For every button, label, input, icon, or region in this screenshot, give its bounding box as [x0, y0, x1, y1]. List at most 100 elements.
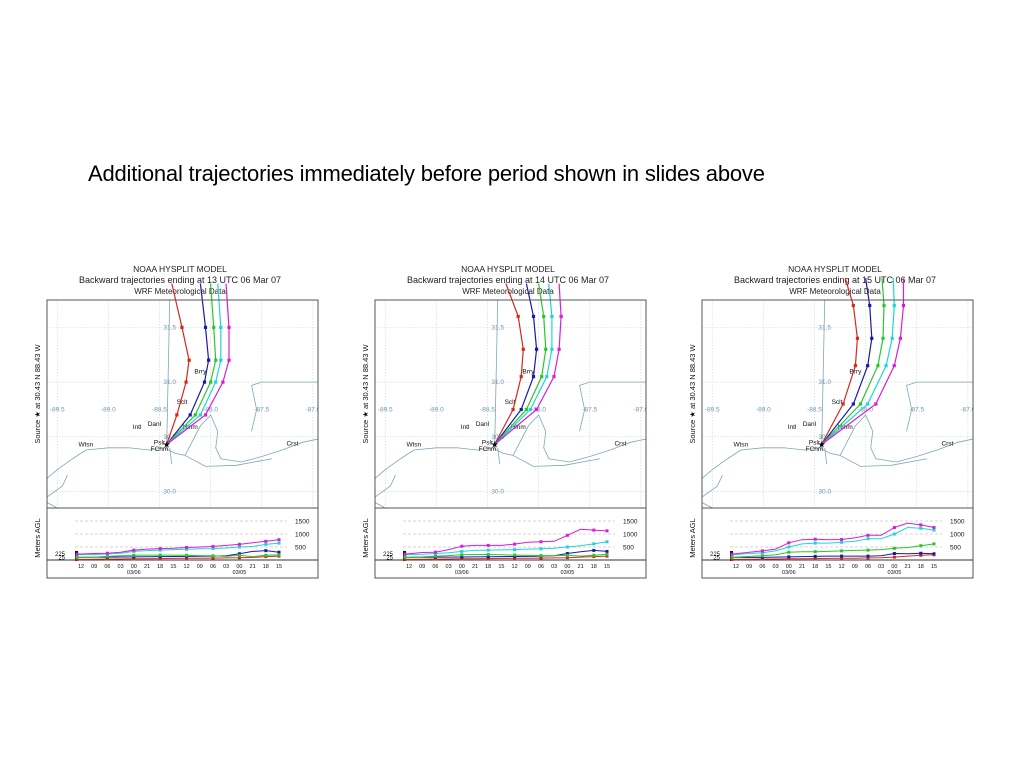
altitude-line-red — [76, 555, 280, 560]
trajectory-marker-blue — [870, 336, 874, 340]
station-label: FChm — [151, 446, 169, 453]
altitude-marker-blue — [237, 552, 241, 556]
altitude-marker-cyan — [237, 545, 241, 549]
altitude-marker-red — [403, 557, 407, 561]
time-tick-label: 09 — [746, 564, 752, 570]
altitude-marker-green — [460, 553, 464, 557]
trajectory-panel-13utc: NOAA HYSPLIT MODEL Backward trajectories … — [30, 240, 330, 585]
trajectory-marker-blue — [531, 375, 536, 379]
trajectory-marker-cyan — [219, 358, 223, 362]
altitude-marker-blue — [840, 554, 844, 558]
start-height-label: 225 — [55, 552, 66, 558]
altitude-marker-blue — [132, 555, 136, 559]
altitude-marker-red — [486, 557, 490, 561]
lat-tick-label: 31.5 — [818, 324, 831, 331]
source-label: Source ★ at 30.43 N 88.43 W — [33, 343, 42, 443]
time-tick-label: 12 — [512, 564, 518, 570]
altitude-line-cyan — [404, 541, 608, 556]
lon-tick-label: -89.0 — [101, 407, 116, 414]
trajectory-marker-green — [881, 336, 885, 340]
trajectory-marker-magenta — [534, 407, 539, 412]
date-label: 03/06 — [127, 570, 141, 576]
altitude-marker-red — [158, 557, 162, 561]
altitude-marker-magenta — [787, 541, 791, 545]
coastline — [839, 455, 928, 467]
altitude-marker-green — [513, 553, 517, 557]
time-tick-label: 00 — [786, 564, 792, 570]
time-tick-label: 21 — [799, 564, 805, 570]
lon-tick-label: -89.5 — [50, 407, 65, 414]
altitude-marker-cyan — [760, 551, 764, 555]
station-label: Crst — [614, 441, 626, 448]
time-tick-label: 15 — [604, 564, 610, 570]
trajectory-marker-blue — [206, 358, 211, 362]
altitude-marker-cyan — [592, 542, 596, 546]
trajectory-marker-blue — [519, 407, 523, 412]
altitude-tick-label: 1500 — [623, 519, 638, 526]
model-title: NOAA HYSPLIT MODEL — [788, 264, 882, 274]
lon-tick-label: -87.5 — [909, 407, 924, 414]
time-tick-label: 15 — [931, 564, 937, 570]
trajectory-marker-blue — [868, 303, 872, 308]
chart-subtitle: WRF Meteorological Data — [134, 287, 226, 296]
trajectory-marker-magenta — [227, 358, 231, 362]
altitude-marker-cyan — [813, 541, 817, 545]
station-label: Danl — [803, 421, 817, 428]
time-tick-label: 15 — [825, 564, 831, 570]
time-tick-label: 00 — [564, 564, 570, 570]
altitude-marker-blue — [919, 551, 923, 555]
time-tick-label: 18 — [812, 564, 818, 570]
slide-title: Additional trajectories immediately befo… — [88, 161, 765, 186]
coastline — [47, 474, 68, 498]
trajectory-marker-blue — [203, 325, 208, 329]
map-area: -89.5 -89.0 -88.5 -88.0 -87.5 -87.0 31.5 31.0 30… — [47, 300, 320, 508]
coastline — [184, 455, 273, 467]
station-label: Danl — [148, 421, 162, 428]
trajectory-marker-red — [519, 375, 523, 379]
altitude-tick-label: 1500 — [295, 519, 310, 526]
coastline — [375, 502, 386, 508]
altitude-marker-cyan — [919, 526, 923, 530]
altitude-marker-cyan — [787, 545, 791, 549]
station-label: Wtsn — [78, 442, 93, 449]
trajectory-marker-magenta — [552, 375, 556, 379]
time-tick-label: 03 — [773, 564, 779, 570]
lon-tick-label: -88.5 — [807, 407, 822, 414]
altitude-marker-blue — [813, 554, 817, 558]
altitude-marker-green — [787, 550, 791, 554]
trajectory-line-blue — [821, 278, 873, 445]
altitude-marker-magenta — [237, 542, 241, 546]
time-tick-label: 21 — [578, 564, 584, 570]
altitude-marker-red — [787, 557, 791, 561]
time-tick-label: 09 — [91, 564, 97, 570]
altitude-tick-label: 500 — [295, 545, 306, 552]
station-label: Hlnm — [183, 424, 198, 431]
altitude-marker-cyan — [605, 540, 609, 544]
lon-tick-label: -87.5 — [582, 407, 597, 414]
altitude-marker-magenta — [840, 537, 844, 541]
altitude-line-blue — [404, 549, 608, 558]
time-tick-label: 15 — [276, 564, 282, 570]
time-tick-label: 21 — [144, 564, 150, 570]
altitude-marker-green — [730, 555, 734, 559]
altitude-marker-red — [730, 557, 734, 561]
time-tick-label: 06 — [865, 564, 871, 570]
model-title: NOAA HYSPLIT MODEL — [133, 264, 227, 274]
station-label: Wtsn — [406, 442, 421, 449]
time-tick-label: 06 — [432, 564, 438, 570]
altitude-marker-magenta — [605, 529, 609, 533]
station-label: Hlnm — [511, 424, 526, 431]
altitude-marker-blue — [460, 555, 464, 559]
lon-tick-label: -88.5 — [152, 407, 167, 414]
lon-tick-label: -87.0 — [305, 407, 320, 414]
station-label: Crst — [286, 441, 298, 448]
trajectory-marker-red — [841, 402, 845, 406]
altitude-marker-red — [840, 556, 844, 560]
time-tick-label: 09 — [419, 564, 425, 570]
altitude-marker-cyan — [264, 542, 268, 546]
coastline — [251, 381, 318, 432]
lon-tick-label: -88.5 — [480, 407, 495, 414]
coastline — [702, 502, 713, 508]
altitude-marker-red — [513, 556, 517, 560]
